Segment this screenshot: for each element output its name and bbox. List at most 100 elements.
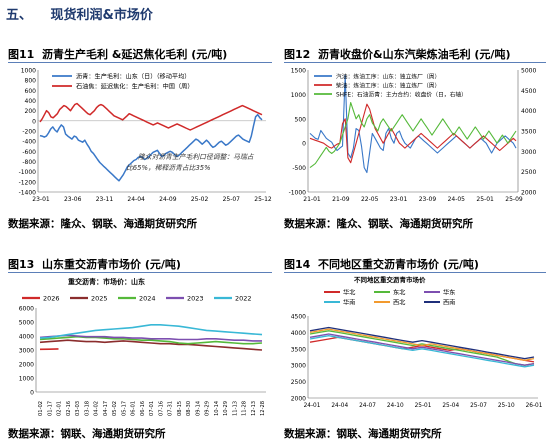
y-tick-label: -400 (22, 139, 36, 146)
x-tick-label: 01-02 (38, 401, 44, 416)
legend-label-2: 东北 (393, 289, 406, 297)
right-tick-label: 3000 (521, 149, 536, 156)
right-tick-label: 4500 (521, 88, 536, 95)
x-tick-label: 05-02 (112, 401, 118, 416)
y-tick-label: 0 (30, 390, 34, 397)
figure-14-caption: 不同地区重交沥青市场价 (元/吨) (317, 258, 479, 271)
right-tick-label: 3500 (521, 129, 536, 136)
y-tick-label: -1000 (19, 169, 37, 176)
x-tick-label: 06-16 (140, 401, 146, 416)
x-tick-label: 12-13 (251, 401, 257, 416)
right-tick-label: 5000 (521, 68, 536, 75)
x-tick-label: 25-01 (476, 196, 494, 203)
y-tick-label: 3500 (291, 346, 306, 353)
legend-label-2: 石油焦：延迟焦化：生产毛利：中国（周） (76, 83, 194, 91)
figure-13-source: 数据来源：钢联、海通期货研究所 (8, 428, 166, 440)
x-tick-label: 09-29 (205, 401, 211, 416)
x-tick-label: 22-05 (361, 196, 379, 203)
section-number: 五、 (6, 8, 33, 23)
x-tick-label: 02-01 (57, 401, 63, 416)
x-tick-label: 23-06 (64, 196, 82, 203)
legend-label-1: 沥青：生产毛利：山东（日）（移动平均） (76, 73, 190, 81)
series-line-6 (309, 326, 535, 360)
series-line-2 (39, 102, 263, 131)
x-tick-label: 12-28 (260, 401, 266, 416)
legend-label-2025: 2025 (91, 295, 108, 303)
y-tick-label: 1000 (21, 68, 36, 75)
left-tick-label: 1500 (291, 68, 306, 75)
y-tick-label: 200 (25, 108, 37, 115)
y-tick-label: 4500 (291, 314, 306, 321)
x-tick-label: 07-01 (149, 401, 155, 416)
x-tick-label: 11-28 (242, 401, 248, 416)
legend-label-5: 西北 (393, 299, 406, 307)
x-tick-label: 25-07 (223, 196, 241, 203)
figure-14-id: 图14 (284, 258, 311, 271)
series-line-1 (39, 113, 263, 182)
right-tick-label: 2500 (521, 169, 536, 176)
x-tick-label: 23-11 (96, 196, 114, 203)
y-tick-label: -600 (22, 149, 36, 156)
series-line-2 (309, 103, 517, 164)
y-tick-label: 0 (32, 118, 36, 125)
figure-13-rule (8, 272, 272, 273)
y-tick-label: -1200 (19, 179, 37, 186)
x-tick-label: 10-14 (214, 400, 220, 416)
y-tick-label: 2000 (291, 396, 306, 403)
series-line-4 (309, 335, 535, 368)
y-tick-label: 3000 (19, 348, 34, 355)
figure-12-id: 图12 (284, 48, 311, 61)
y-tick-label: 4000 (19, 334, 34, 341)
section-title: 五、 现货利润&市场价 (6, 4, 153, 23)
legend-label-2: 柴油：炼油工序：山东：独立炼厂（周） (336, 82, 440, 90)
left-tick-label: 0 (302, 141, 306, 148)
x-tick-label: 25-09 (505, 196, 523, 203)
x-tick-label: 24-01 (304, 403, 321, 409)
annotation-line-1: 隆众对沥青生产毛利口径调整：马瑞占 (138, 153, 255, 161)
series-line-1 (309, 74, 517, 174)
x-tick-label: 10-29 (223, 401, 229, 416)
x-tick-label: 01-17 (47, 401, 53, 416)
figure-11-chart: 1000 800 600 400 200 0 -200 -400 -600 -800 -1000 -1… (19, 68, 272, 204)
series-line-2022 (39, 323, 263, 339)
figure-11-rule (8, 62, 272, 63)
left-tick-label: -500 (292, 165, 306, 172)
x-tick-label: 24-05 (448, 196, 466, 203)
x-tick-label: 03-03 (75, 401, 81, 416)
figure-14-source: 数据来源：钢联、海通期货研究所 (284, 428, 442, 440)
x-tick-label: 02-16 (66, 401, 72, 416)
left-tick-label: -1000 (289, 190, 307, 197)
x-tick-label: 23-01 (32, 196, 50, 203)
x-tick-label: 25-02 (191, 196, 209, 203)
legend-label-2024: 2024 (139, 295, 156, 303)
legend-label-1: 汽油：炼油工序：山东：独立炼厂（周） (336, 73, 440, 81)
legend-label-3: SHFE：石油沥青：主力合约：收盘价（日，右轴） (336, 91, 467, 99)
figure-14-title: 图14 不同地区重交沥青市场价 (元/吨) (284, 256, 479, 272)
figure-11-caption: 沥青生产毛利 &延迟焦化毛利 (元/吨) (41, 48, 228, 61)
legend-label-4: 华南 (343, 299, 355, 307)
x-tick-label: 11-13 (232, 401, 238, 416)
x-tick-label: 07-16 (158, 401, 164, 416)
x-tick-label: 25-12 (254, 196, 272, 203)
chart-subtitle: 重交沥青：市场价：山东 (68, 277, 145, 286)
y-tick-label: 600 (25, 88, 37, 95)
y-tick-label: 5000 (19, 320, 34, 327)
figure-12-rule (284, 62, 546, 63)
y-tick-label: 2000 (19, 362, 34, 369)
series-line-5 (309, 328, 535, 361)
y-tick-label: 800 (25, 78, 37, 85)
y-tick-label: 2500 (291, 379, 306, 386)
x-tick-label: 08-30 (186, 401, 192, 416)
x-tick-label: 26-01 (526, 403, 543, 409)
section-heading: 现货利润&市场价 (50, 8, 153, 23)
x-tick-label: 04-02 (94, 401, 100, 416)
x-tick-label: 24-04 (127, 196, 145, 203)
y-tick-label: -200 (22, 129, 36, 136)
legend-label-2023: 2023 (187, 295, 204, 303)
y-tick-label: -1400 (19, 190, 37, 197)
x-tick-label: 24-10 (387, 403, 404, 409)
figure-13-caption: 山东重交沥青市场价 (元/吨) (41, 258, 181, 271)
legend-label-6: 西南 (443, 299, 455, 307)
y-tick-label: 4000 (291, 330, 306, 337)
